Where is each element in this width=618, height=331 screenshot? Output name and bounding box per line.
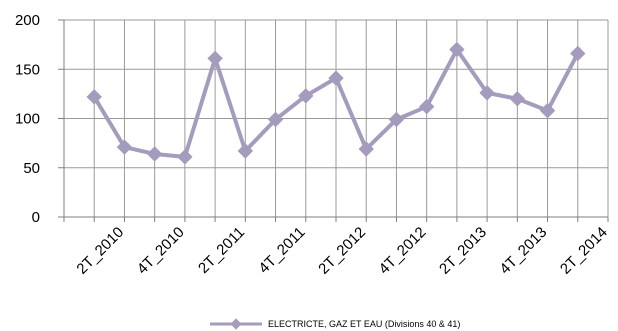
data-point-marker [267,111,284,128]
x-tick-label: 2T_2014 [557,224,611,278]
data-point-marker [86,89,102,105]
legend-label: ELECTRICTE, GAZ ET EAU (Divisions 40 & 4… [268,319,460,329]
data-point-marker [358,141,374,157]
chart-grid [63,19,609,217]
data-point-marker [388,111,405,128]
data-point-marker [116,139,133,155]
y-tick-label: 0 [32,209,40,226]
y-tick-label: 200 [15,12,40,29]
data-point-marker [328,70,344,86]
data-point-marker [418,98,435,115]
x-tick-label: 4T_2013 [496,224,550,278]
data-point-marker [207,50,223,67]
y-tick-label: 100 [15,111,40,128]
y-tick-label: 150 [15,61,40,78]
x-tick-label: 2T_2012 [315,224,369,278]
data-point-marker [298,88,314,104]
y-axis-ticks: 0 50 100 150 200 [15,12,40,226]
legend-swatch-marker [230,318,242,330]
data-point-marker [509,91,526,107]
y-tick-label: 50 [23,160,40,177]
data-point-marker [177,149,193,165]
data-point-marker [237,143,254,159]
x-axis-ticks: 2T_2010 4T_2010 2T_2011 4T_2011 2T_2012 4T_20… [73,224,610,278]
x-tick-label: 4T_2012 [376,224,430,278]
data-point-marker [570,45,586,62]
data-point-marker [449,41,465,58]
series-group [86,41,586,165]
data-point-marker [146,146,163,162]
x-tick-label: 4T_2011 [255,224,308,277]
chart-axes [58,19,609,222]
x-tick-label: 2T_2010 [73,224,127,278]
x-tick-label: 2T_2011 [195,224,248,277]
x-tick-label: 2T_2013 [436,224,490,278]
legend: ELECTRICTE, GAZ ET EAU (Divisions 40 & 4… [210,318,460,330]
data-point-marker [479,85,495,101]
data-point-marker [539,102,556,119]
x-tick-label: 4T_2010 [134,224,188,278]
